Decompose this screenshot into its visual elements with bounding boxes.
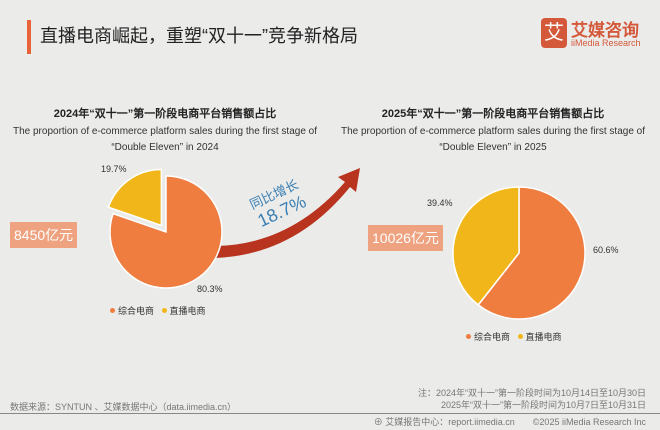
legend-dot	[161, 308, 167, 313]
legend-item-live: 直播电商	[169, 306, 206, 316]
report-center: ⊕ 艾媒报告中心：report.iimedia.cn	[374, 416, 515, 428]
pie-slice-general	[477, 186, 586, 320]
logo-text-en: iiMedia Research	[571, 38, 641, 48]
label-2025-general: 60.6%	[593, 245, 619, 255]
label-2024-general: 80.3%	[197, 284, 223, 294]
chart-subtitle-2025-1: The proportion of e-commerce platform sa…	[340, 126, 646, 137]
total-2025: 10026亿元	[368, 225, 443, 251]
legend-item-general: 综合电商	[118, 306, 155, 316]
note-2025: 2025年“双十一”第一阶段时间为10月7日至10月31日	[440, 400, 646, 410]
chart-header-2024: 2024年“双十一”第一阶段电商平台销售额占比 The proportion o…	[6, 106, 324, 156]
legend-dot	[466, 334, 471, 339]
report-link[interactable]: 艾媒报告中心：report.iimedia.cn	[385, 417, 515, 427]
notes: 注：2024年“双十一”第一阶段时间为10月14日至10月30日 2025年“双…	[418, 387, 646, 411]
legend-item-general: 综合电商	[474, 332, 511, 342]
chart-header-2025: 2025年“双十一”第一阶段电商平台销售额占比 The proportion o…	[334, 106, 652, 156]
globe-icon: ⊕	[373, 417, 386, 427]
legend-2025: 综合电商 直播电商	[466, 330, 562, 343]
pie-slice-general	[109, 175, 223, 289]
title-accent-bar	[27, 20, 31, 54]
label-2024-live: 19.7%	[101, 164, 127, 174]
data-source: 数据来源：SYNTUN 、艾媒数据中心（data.iimedia.cn）	[10, 402, 237, 412]
copyright: ©2025 iiMedia Research Inc	[532, 417, 646, 427]
pie-slice-live	[107, 168, 163, 227]
pie-2024	[107, 168, 223, 289]
total-2024: 8450亿元	[10, 222, 78, 248]
legend-item-live: 直播电商	[525, 332, 562, 342]
chart-subtitle-2024-2: “Double Eleven” in 2024	[111, 142, 219, 153]
chart-subtitle-2025-2: “Double Eleven” in 2025	[439, 142, 547, 153]
logo-text-cn: 艾媒咨询	[571, 21, 639, 40]
legend-2024: 综合电商 直播电商	[110, 304, 206, 317]
page-title: 直播电商崛起，重塑“双十一”竞争新格局	[40, 26, 358, 46]
chart-title-2024: 2024年“双十一”第一阶段电商平台销售额占比	[53, 108, 277, 120]
note-2024: 注：2024年“双十一”第一阶段时间为10月14日至10月30日	[417, 388, 646, 398]
footer-bar: ⊕ 艾媒报告中心：report.iimedia.cn ©2025 iiMedia…	[374, 416, 646, 428]
footer-divider	[0, 413, 660, 414]
legend-dot	[110, 308, 115, 313]
chart-subtitle-2024-1: The proportion of e-commerce platform sa…	[12, 126, 318, 137]
growth-arrow	[215, 168, 360, 258]
logo-mark: 艾	[541, 18, 567, 48]
pie-2025	[452, 186, 586, 320]
legend-dot	[517, 334, 523, 339]
chart-title-2025: 2025年“双十一”第一阶段电商平台销售额占比	[381, 108, 605, 120]
pie-slice-live	[452, 186, 520, 306]
label-2025-live: 39.4%	[427, 198, 453, 208]
